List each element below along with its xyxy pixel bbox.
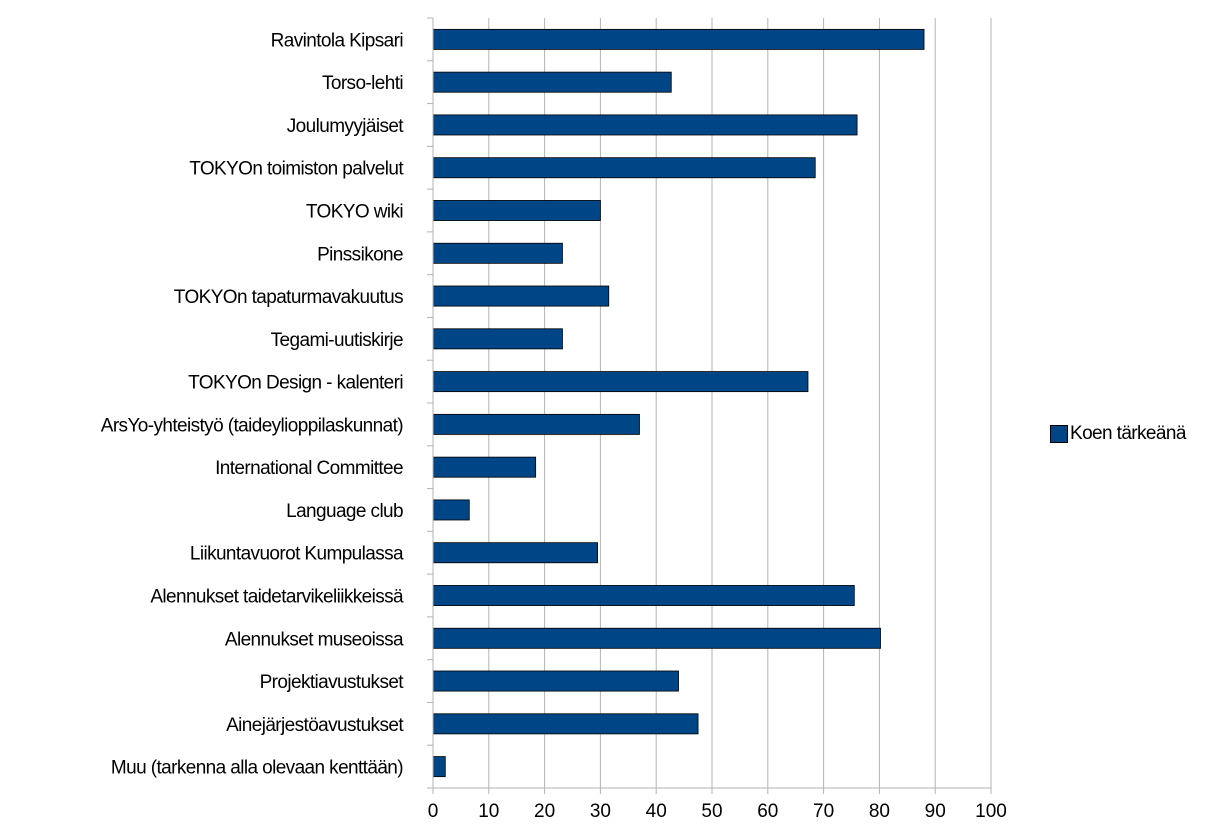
- category-label: TOKYOn tapaturmavakuutus: [174, 287, 403, 308]
- x-tick-labels: 0 10 20 30 40 50 60 70 80 90 100: [428, 801, 1007, 822]
- x-tick-label: 0: [428, 801, 439, 822]
- bar: [432, 542, 599, 564]
- bar: [432, 114, 858, 136]
- bar: [432, 28, 925, 50]
- bar: [432, 157, 816, 179]
- legend-swatch: [1050, 425, 1068, 443]
- bars: [432, 28, 925, 778]
- bar: [432, 413, 640, 435]
- x-tick-label: 10: [478, 801, 499, 822]
- category-label: Alennukset taidetarvikeliikkeissä: [150, 587, 404, 608]
- bar: [432, 200, 601, 221]
- category-label: Alennukset museoissa: [225, 629, 404, 650]
- x-tick-label: 20: [534, 801, 555, 822]
- x-tick-label: 80: [869, 801, 890, 822]
- category-labels: Ravintola Kipsari Torso-lehti Joulumyyjäis…: [101, 30, 405, 778]
- x-tick-label: 30: [590, 801, 611, 822]
- x-tick-label: 50: [701, 801, 722, 822]
- x-tick-label: 60: [757, 801, 778, 822]
- x-tick-label: 70: [813, 801, 834, 822]
- bar: [432, 371, 809, 393]
- grid-lines: [488, 18, 992, 788]
- category-label: ArsYo-yhteistyö (taideylioppilaskunnat): [101, 415, 404, 436]
- category-label: Muu (tarkenna alla olevaan kenttään): [111, 758, 403, 779]
- bar: [432, 285, 610, 307]
- category-label: Ravintola Kipsari: [271, 30, 403, 51]
- category-label: TOKYO wiki: [306, 202, 403, 223]
- bar: [432, 627, 881, 649]
- bar: [432, 713, 699, 735]
- axes: [427, 17, 992, 794]
- bar: [432, 499, 470, 521]
- bar: [432, 456, 537, 478]
- category-label: Liikuntavuorot Kumpulassa: [190, 544, 404, 565]
- x-tick-label: 100: [975, 801, 1007, 822]
- bar: [432, 585, 855, 606]
- category-label: Joulumyyjäiset: [287, 116, 405, 137]
- bar: [432, 756, 446, 778]
- bar: [432, 71, 672, 93]
- category-label: TOKYOn toimiston palvelut: [189, 159, 404, 180]
- x-tick-label: 90: [925, 801, 946, 822]
- category-label: International Committee: [215, 458, 403, 479]
- category-label: Language club: [286, 501, 403, 522]
- category-label: Projektiavustukset: [260, 672, 405, 693]
- category-label: Torso-lehti: [322, 73, 403, 94]
- x-tick-label: 40: [646, 801, 667, 822]
- bar: [432, 670, 679, 692]
- bar: [432, 328, 563, 350]
- bar: [432, 242, 563, 264]
- category-label: Tegami-uutiskirje: [271, 330, 403, 351]
- legend-label: Koen tärkeänä: [1070, 423, 1186, 444]
- category-label: Pinssikone: [317, 244, 403, 265]
- category-label: TOKYOn Design - kalenteri: [188, 373, 403, 394]
- legend: Koen tärkeänä: [1050, 423, 1186, 445]
- category-label: Ainejärjestöavustukset: [226, 715, 404, 736]
